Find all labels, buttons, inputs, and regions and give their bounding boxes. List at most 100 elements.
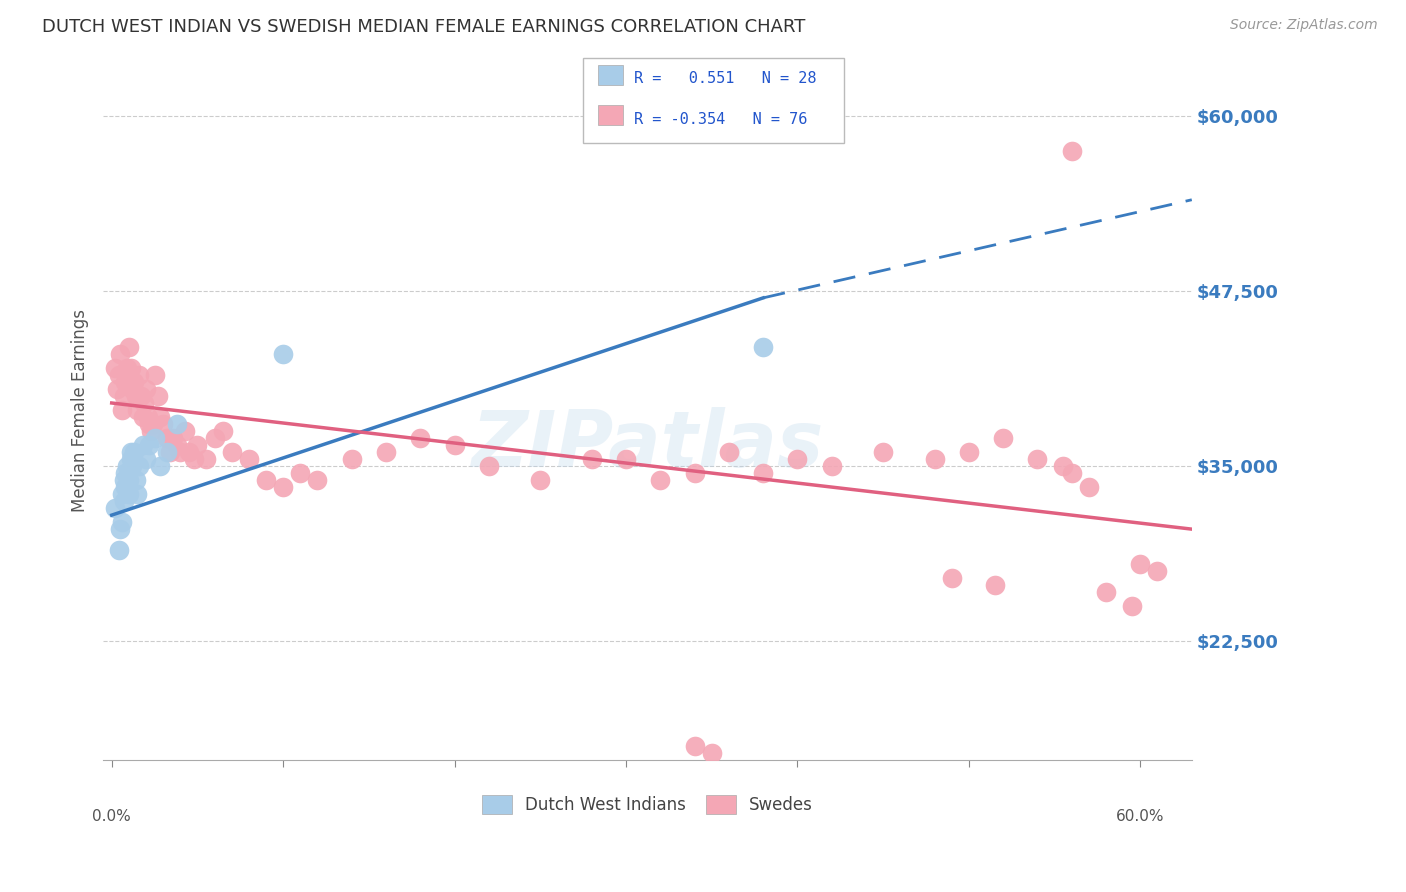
Point	[149, 458, 172, 473]
Point	[271, 480, 294, 494]
Point	[114, 480, 136, 494]
Point	[143, 431, 166, 445]
Point	[271, 347, 294, 361]
Point	[1129, 557, 1152, 571]
Point	[110, 522, 132, 536]
Point	[290, 466, 312, 480]
Point	[146, 389, 169, 403]
Point	[443, 438, 465, 452]
Point	[1095, 585, 1118, 599]
Point	[957, 445, 980, 459]
Point	[143, 368, 166, 382]
Text: ZIPatlas: ZIPatlas	[471, 407, 824, 483]
Point	[166, 438, 188, 452]
Point	[125, 473, 148, 487]
Point	[1026, 452, 1049, 467]
Point	[111, 403, 134, 417]
Point	[110, 347, 132, 361]
Point	[121, 458, 143, 473]
Point	[183, 452, 205, 467]
Point	[478, 458, 501, 473]
Point	[174, 424, 197, 438]
Point	[121, 382, 143, 396]
Point	[131, 438, 153, 452]
Point	[104, 361, 127, 376]
Point	[700, 747, 723, 761]
Point	[128, 458, 150, 473]
Point	[1060, 144, 1083, 158]
Point	[155, 445, 177, 459]
Point	[149, 409, 172, 424]
Point	[118, 473, 141, 487]
Point	[983, 578, 1005, 592]
Point	[138, 438, 160, 452]
Point	[529, 473, 551, 487]
Point	[127, 487, 149, 501]
Point	[238, 452, 260, 467]
Point	[212, 424, 235, 438]
Point	[118, 487, 141, 501]
Point	[120, 452, 142, 467]
Point	[409, 431, 432, 445]
Point	[581, 452, 603, 467]
Point	[650, 473, 672, 487]
Text: R =   0.551   N = 28: R = 0.551 N = 28	[634, 71, 817, 87]
Point	[614, 452, 637, 467]
Point	[152, 417, 174, 431]
Text: 0.0%: 0.0%	[93, 809, 131, 824]
Point	[111, 515, 134, 529]
Point	[111, 487, 134, 501]
Point	[186, 438, 208, 452]
Point	[752, 340, 775, 354]
Point	[752, 466, 775, 480]
Point	[1060, 466, 1083, 480]
Point	[1146, 564, 1168, 578]
Y-axis label: Median Female Earnings: Median Female Earnings	[72, 309, 89, 511]
Point	[717, 445, 740, 459]
Point	[134, 396, 156, 410]
Point	[139, 424, 162, 438]
Point	[128, 368, 150, 382]
Point	[166, 417, 188, 431]
Point	[125, 389, 148, 403]
Point	[683, 466, 706, 480]
Point	[120, 445, 142, 459]
Point	[169, 445, 191, 459]
Point	[118, 340, 141, 354]
Point	[1121, 599, 1143, 614]
Point	[107, 543, 129, 558]
Point	[136, 409, 159, 424]
Point	[1052, 458, 1074, 473]
Point	[107, 368, 129, 382]
Point	[114, 375, 136, 389]
Point	[120, 361, 142, 376]
Point	[115, 458, 138, 473]
Point	[177, 445, 200, 459]
Point	[221, 445, 243, 459]
Point	[142, 417, 165, 431]
Point	[131, 409, 153, 424]
Point	[162, 431, 184, 445]
Point	[924, 452, 946, 467]
Point	[138, 417, 160, 431]
Point	[112, 473, 135, 487]
Point	[135, 452, 157, 467]
Point	[129, 389, 152, 403]
Point	[941, 571, 963, 585]
Point	[122, 375, 145, 389]
Point	[204, 431, 226, 445]
Point	[104, 501, 127, 516]
Point	[127, 403, 149, 417]
Text: R = -0.354   N = 76: R = -0.354 N = 76	[634, 112, 807, 127]
Point	[993, 431, 1015, 445]
Point	[112, 389, 135, 403]
Point	[307, 473, 329, 487]
Point	[683, 739, 706, 754]
Point	[155, 431, 177, 445]
Point	[254, 473, 277, 487]
Point	[159, 445, 181, 459]
Point	[195, 452, 218, 467]
Point	[114, 466, 136, 480]
Point	[786, 452, 808, 467]
Point	[872, 445, 894, 459]
